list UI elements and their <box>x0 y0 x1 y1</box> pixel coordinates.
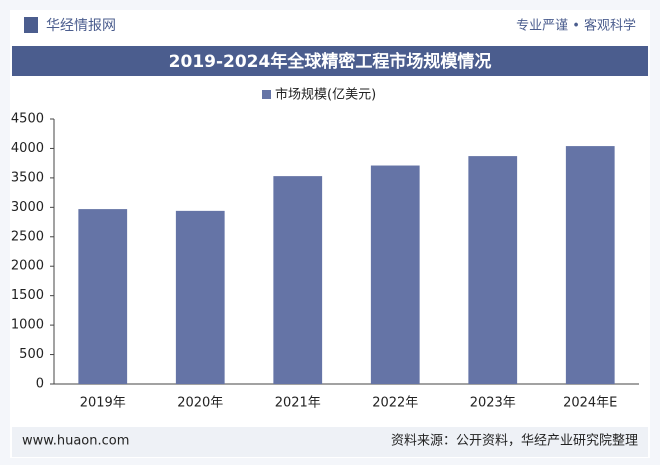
y-tick-label: 2500 <box>11 229 44 244</box>
x-tick-label: 2020年 <box>177 396 223 411</box>
x-tick-label: 2021年 <box>275 396 321 411</box>
y-tick-label: 1000 <box>11 318 44 333</box>
logo-icon <box>24 17 38 33</box>
bar <box>175 210 225 384</box>
x-tick-label: 2022年 <box>372 396 418 411</box>
legend-marker <box>262 90 271 99</box>
y-tick-label: 3000 <box>11 200 44 215</box>
footer-band <box>12 427 648 457</box>
x-tick-label: 2023年 <box>470 396 516 411</box>
x-tick-label: 2019年 <box>80 396 126 411</box>
bar <box>468 156 518 384</box>
bar <box>78 209 128 384</box>
x-tick-label: 2024年E <box>563 396 617 411</box>
logo: 华经情报网 <box>46 18 116 34</box>
source: 资料来源：公开资料，华经产业研究院整理 <box>391 434 638 449</box>
bar <box>370 165 420 384</box>
y-tick-label: 4500 <box>11 112 44 127</box>
y-tick-label: 3500 <box>11 170 44 185</box>
bar <box>565 146 615 384</box>
chart-title: 2019-2024年全球精密工程市场规模情况 <box>169 51 492 72</box>
y-tick-label: 4000 <box>11 141 44 156</box>
y-tick-label: 0 <box>36 377 44 392</box>
y-tick-label: 2000 <box>11 259 44 274</box>
y-tick-label: 1500 <box>11 288 44 303</box>
bar <box>273 176 323 384</box>
title-band <box>12 46 648 76</box>
website: www.huaon.com <box>22 434 129 449</box>
legend-label: 市场规模(亿美元) <box>275 87 376 103</box>
slogan: 专业严谨 • 客观科学 <box>516 18 636 34</box>
y-tick-label: 500 <box>19 347 44 362</box>
